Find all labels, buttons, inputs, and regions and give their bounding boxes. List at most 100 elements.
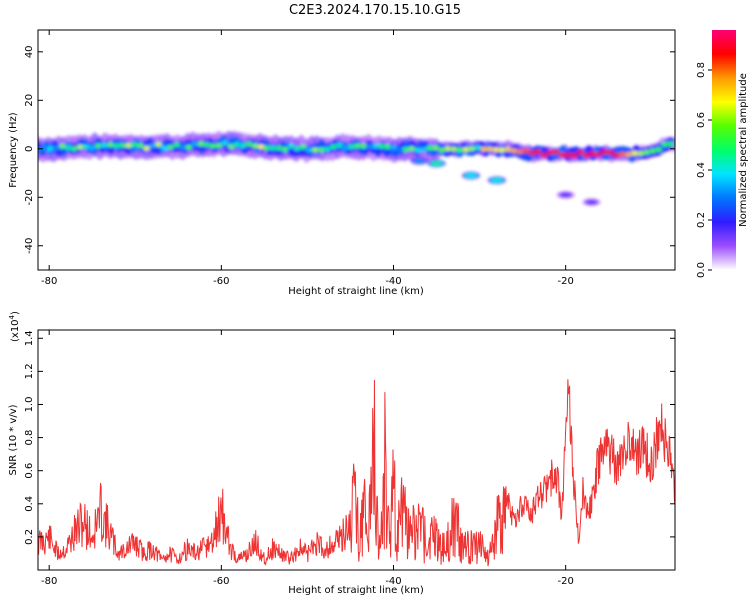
heatmap-cell-core — [191, 141, 198, 147]
heatmap-cell-core — [354, 143, 361, 149]
heatmap-cell-core — [553, 149, 560, 155]
snr-multiplier: (x104) — [8, 311, 21, 342]
heatmap-cell-core — [348, 144, 355, 150]
heatmap-cell-core — [372, 143, 379, 149]
heatmap-cell-core — [173, 142, 180, 148]
heatmap-cell-core — [516, 149, 524, 155]
heatmap-cell-core — [667, 141, 674, 147]
x-tick-label: -40 — [385, 576, 401, 587]
heatmap-cell-core — [203, 142, 210, 148]
heatmap-cell-core — [414, 147, 421, 153]
y-tick-label: 0.8 — [24, 430, 35, 446]
heatmap-cell-core — [257, 144, 265, 150]
heatmap-cell-core — [197, 141, 204, 147]
heatmap-cell-core — [95, 143, 102, 149]
colorbar-label: Normalized spectral amplitude — [738, 73, 749, 227]
colorbar-tick-label: 0.4 — [696, 162, 707, 178]
heatmap-cell-core — [167, 144, 174, 150]
heatmap-cell-core — [209, 143, 216, 149]
snr-multiplier-base: (x10 — [10, 319, 21, 342]
heatmap-cell-core — [324, 146, 331, 152]
heatmap-cell-core — [58, 143, 66, 149]
heatmap-cell-core — [263, 145, 271, 151]
heatmap-cell-core — [661, 142, 668, 147]
y-tick-label: 1.2 — [24, 363, 35, 379]
heatmap-cell-core — [83, 144, 90, 150]
heatmap-cell-core — [378, 143, 385, 149]
heatmap-cell-core — [245, 141, 253, 147]
x-tick-label: -80 — [41, 276, 57, 287]
heatmap-cell-core — [631, 150, 638, 156]
heatmap-cell-core — [522, 148, 530, 154]
heatmap-cell-core — [637, 151, 644, 156]
heatmap-cell-core — [239, 143, 247, 149]
colorbar-tick-label: 0.2 — [696, 212, 707, 228]
heatmap-cell-core — [625, 152, 632, 157]
heatmap-marks — [38, 130, 675, 206]
snr-xlabel: Height of straight line (km) — [288, 585, 424, 596]
heatmap-feature-core — [559, 192, 572, 198]
chart-title: C2E3.2024.170.15.10.G15 — [289, 3, 461, 18]
heatmap-cell-core — [601, 149, 608, 155]
y-tick-label: 0.2 — [24, 529, 35, 545]
heatmap-cell-core — [107, 142, 114, 148]
heatmap-cell-core — [426, 145, 433, 151]
heatmap-cell-core — [233, 141, 241, 147]
heatmap-cell-core — [185, 144, 192, 150]
spectrogram-frame — [37, 29, 676, 271]
heatmap-cell-core — [360, 143, 367, 149]
heatmap-cell-core — [299, 144, 307, 150]
colorbar-tick-label: 0.8 — [696, 62, 707, 78]
y-tick-label: -40 — [24, 238, 35, 254]
heatmap-cell-core — [119, 142, 126, 148]
heatmap-cell-core — [540, 153, 548, 158]
heatmap-cell-core — [420, 147, 427, 152]
heatmap-feature-core — [413, 158, 426, 164]
heatmap-cell-core — [583, 153, 590, 158]
heatmap-cell-core — [330, 144, 337, 150]
snr-multiplier-exp: 4 — [8, 314, 16, 319]
y-tick-label: -20 — [24, 189, 35, 205]
heatmap-cell-core — [546, 149, 554, 155]
heatmap-feature-core — [585, 199, 598, 205]
snr-series-line — [38, 379, 675, 567]
heatmap-cell-core — [221, 140, 228, 146]
heatmap-cell-core — [281, 147, 289, 152]
heatmap-cell-core — [70, 146, 78, 152]
heatmap-cell-core — [269, 145, 277, 151]
heatmap-feature-core — [430, 161, 443, 166]
heatmap-cell-core — [559, 152, 566, 158]
heatmap-feature-core — [490, 178, 503, 183]
heatmap-cell-core — [89, 145, 96, 151]
heatmap-cell-core — [619, 151, 626, 157]
heatmap-cell-core — [613, 152, 620, 158]
heatmap-cell-core — [577, 150, 584, 155]
heatmap-cell-core — [589, 151, 596, 157]
heatmap-feature-core — [464, 173, 477, 178]
colorbar-gradient — [712, 30, 736, 270]
x-tick-label: -20 — [558, 276, 574, 287]
x-tick-label: -40 — [385, 276, 401, 287]
heatmap-cell-core — [649, 148, 656, 154]
heatmap-cell-core — [64, 145, 72, 151]
x-tick-label: -20 — [558, 576, 574, 587]
heatmap-cell-core — [342, 145, 349, 151]
heatmap-cell-core — [275, 145, 283, 151]
heatmap-cell-core — [390, 145, 397, 151]
heatmap-cell-core — [113, 143, 120, 149]
heatmap-cell-core — [595, 152, 602, 157]
y-tick-label: 0.6 — [24, 463, 35, 479]
heatmap-cell-core — [480, 146, 488, 152]
y-tick-label: 1.0 — [24, 397, 35, 413]
heatmap-cell-core — [336, 142, 343, 148]
spectrogram-ylabel: Frequency (Hz) — [8, 112, 19, 188]
snr-ylabel: SNR (10 * v/v) — [8, 404, 19, 475]
snr-panel: -80 -60 -40 -20 0.2 0.4 0.6 0.8 1.0 1.2 1.4 Heigh… — [8, 311, 676, 596]
heatmap-cell-core — [655, 147, 662, 153]
heatmap-cell-core — [444, 146, 451, 152]
heatmap-cell-core — [498, 147, 506, 153]
heatmap-cell-core — [287, 143, 295, 149]
heatmap-cell-core — [438, 147, 445, 153]
spectrogram-xlabel: Height of straight line (km) — [288, 286, 424, 297]
